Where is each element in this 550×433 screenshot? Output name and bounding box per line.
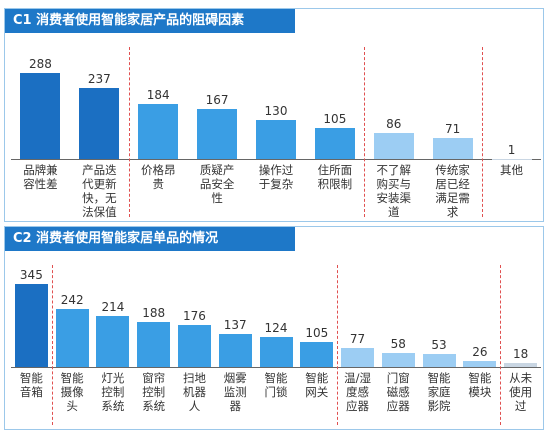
value-label: 237 [87,72,111,87]
bar [137,321,171,367]
bar [14,284,48,367]
bar [197,109,238,159]
category-label: 智能家庭影院 [427,371,451,413]
group-separator [482,47,484,217]
bar [218,334,252,367]
value-label: 288 [28,57,52,71]
category-label: 智能摄像头 [60,371,84,413]
group-separator [128,47,130,217]
value-label: 345 [19,268,43,282]
category-label: 住所面积限制 [317,163,353,191]
category-label: 烟雾监测器 [223,371,247,413]
bar [300,341,334,367]
baseline [11,367,541,368]
group-separator [51,265,53,425]
bar [79,88,120,159]
bar [432,137,473,159]
value-label: 214 [101,299,125,314]
panel-title: C2 消费者使用智能家居单品的情况 [5,227,295,251]
bar [96,315,130,367]
value-label: 18 [512,346,529,361]
bar [463,360,497,367]
category-label: 智能音箱 [19,371,43,399]
bar [373,133,414,159]
value-label: 167 [205,93,229,108]
value-label: 130 [264,104,288,119]
bar [341,348,375,367]
value-label: 137 [223,318,247,333]
bar [138,104,179,159]
value-label: 242 [60,292,84,307]
baseline [11,159,541,160]
category-label: 传统家居已经满足需求 [435,163,470,219]
panel-title: C1 消费者使用智能家居产品的阻碍因素 [5,9,295,33]
value-label: 124 [264,321,288,336]
bar [504,362,538,367]
value-label: 184 [146,88,170,103]
category-label: 扫地机器人 [182,371,206,413]
category-label: 品牌兼容性差 [23,163,58,191]
bar [256,120,296,159]
chart-panel: C2 消费者使用智能家居单品的情况 345 智能音箱 242 智能摄像头 214 灯光控制系… [4,226,544,430]
category-label: 窗帘控制系统 [142,371,166,413]
value-label: 26 [472,344,488,359]
value-label: 58 [390,337,406,352]
chart-panel: C1 消费者使用智能家居产品的阻碍因素 288 品牌兼容性差 237 产品迭代更新快，无… [4,8,544,222]
category-label: 智能模块 [468,371,492,399]
bar [422,354,456,367]
value-label: 86 [386,117,402,132]
group-separator [500,265,502,425]
category-label: 智能网关 [305,371,329,399]
category-label: 其他 [500,163,524,177]
value-label: 105 [305,325,329,340]
category-label: 价格昂贵 [140,163,176,191]
category-label: 质疑产品安全性 [199,163,235,205]
bar [177,324,211,367]
value-label: 105 [323,111,347,126]
category-label: 产品迭代更新快，无法保值 [82,163,117,219]
category-label: 从未使用过 [509,371,533,413]
category-label: 操作过于复杂 [258,163,294,191]
category-label: 温/湿度感应器 [344,371,371,413]
bar [314,127,355,159]
bar [381,353,415,367]
value-label: 77 [349,332,366,347]
value-label: 71 [445,121,461,136]
category-label: 智能门锁 [264,371,288,399]
category-label: 门窗磁感应器 [386,371,410,413]
value-label: 1 [507,142,516,157]
value-label: 176 [183,308,206,323]
value-label: 53 [431,338,447,353]
group-separator [364,47,366,217]
bar [259,337,293,367]
bar [55,308,89,367]
category-label: 不了解购买与安装渠道 [376,163,412,219]
bar [20,73,61,159]
category-label: 灯光控制系统 [101,371,125,413]
value-label: 188 [142,305,166,320]
group-separator [337,265,339,425]
